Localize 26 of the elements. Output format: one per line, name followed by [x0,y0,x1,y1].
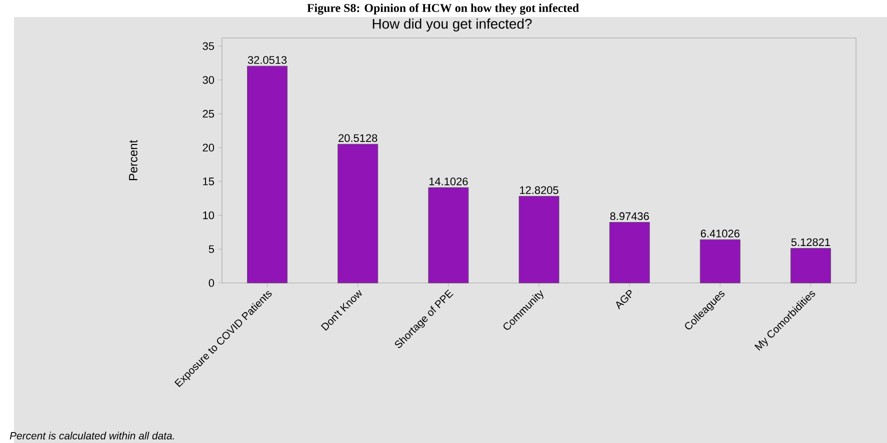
bar [338,144,378,284]
bar [700,239,740,284]
bar [790,248,831,284]
bar [428,187,469,284]
y-tick-label: 0 [208,279,214,287]
y-axis-title: Percent [129,140,138,180]
y-tick-label: 10 [203,211,214,220]
bar [247,66,288,284]
data-label: 14.1026 [429,178,468,186]
y-tick-label: 25 [202,110,214,118]
text: Percent is calculated within all data. [10,432,174,440]
data-label: 6.41026 [700,230,740,238]
data-label: 20.5128 [338,134,378,142]
data-label: 12.8205 [520,186,558,194]
data-label: 32.0513 [248,56,287,64]
y-tick-label: 5 [208,245,214,253]
chart-title: Figure S8: Opinion of HCW on how they got infected [307,4,579,15]
y-tick-label: 15 [203,178,214,186]
data-label: 5.12821 [791,238,830,246]
y-tick-label: 30 [202,76,214,84]
y-tick-label: 20 [202,144,214,152]
bar [518,196,560,284]
bar [609,222,650,284]
y-tick-label: 35 [202,42,214,50]
data-label: 8.97436 [610,212,649,220]
chart-subtitle: How did you get infected? [372,18,532,32]
